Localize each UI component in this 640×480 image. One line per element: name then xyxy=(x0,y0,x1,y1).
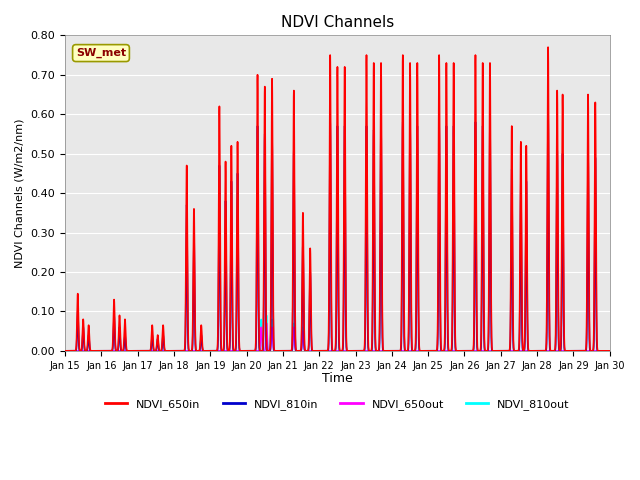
Y-axis label: NDVI Channels (W/m2/nm): NDVI Channels (W/m2/nm) xyxy=(15,119,25,268)
Title: NDVI Channels: NDVI Channels xyxy=(281,15,394,30)
Text: SW_met: SW_met xyxy=(76,48,126,58)
Legend: NDVI_650in, NDVI_810in, NDVI_650out, NDVI_810out: NDVI_650in, NDVI_810in, NDVI_650out, NDV… xyxy=(100,395,574,415)
X-axis label: Time: Time xyxy=(322,372,353,385)
